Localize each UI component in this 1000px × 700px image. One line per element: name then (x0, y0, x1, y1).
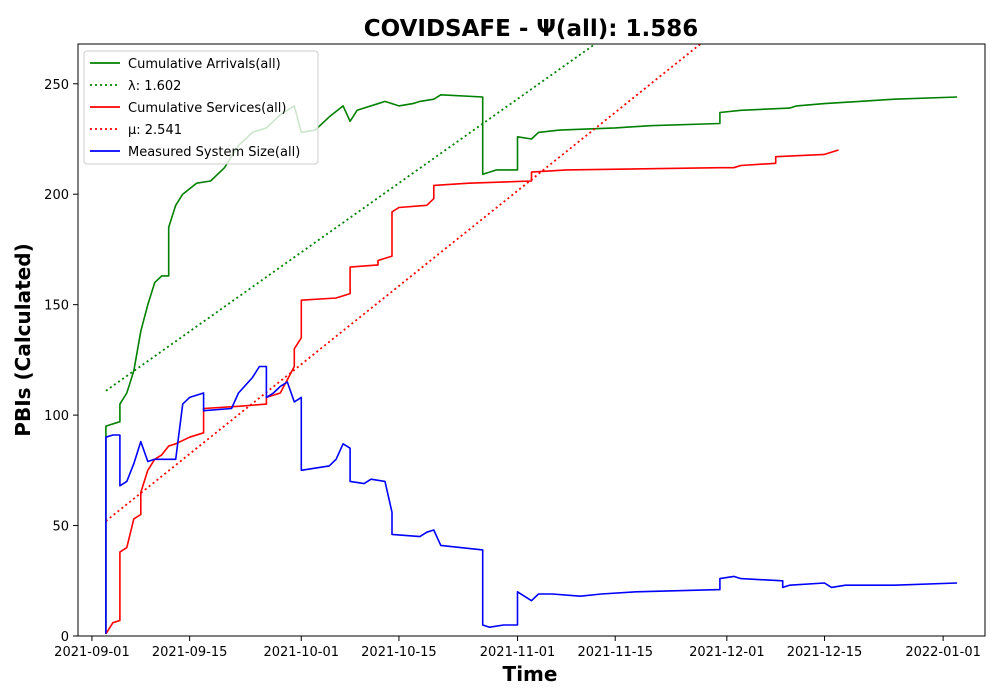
legend-label-0: Cumulative Arrivals(all) (128, 57, 281, 72)
y-tick-label-0: 0 (61, 630, 69, 645)
y-axis-title: PBIs (Calculated) (11, 243, 35, 436)
legend-box (83, 50, 319, 165)
series-line-1 (105, 44, 597, 392)
series-line-0 (105, 94, 958, 634)
y-tick-label-2: 100 (44, 409, 69, 424)
series-line-2 (105, 149, 839, 635)
x-tick-label-8: 2022-01-01 (905, 645, 981, 660)
series-line-4 (105, 365, 958, 634)
y-axis: 0 50 100 150 200 250 (44, 78, 78, 645)
legend-label-3: μ: 2.541 (128, 123, 182, 138)
x-tick-label-1: 2021-09-15 (152, 645, 228, 660)
series-line-3 (105, 44, 702, 522)
plot-area (77, 43, 986, 637)
x-tick-label-6: 2021-12-01 (689, 645, 765, 660)
y-tick-label-4: 200 (44, 188, 69, 203)
legend-label-2: Cumulative Services(all) (128, 101, 286, 116)
plot-frame (77, 43, 986, 637)
legend-label-1: λ: 1.602 (128, 79, 181, 94)
x-tick-label-2: 2021-10-01 (263, 645, 339, 660)
y-tick-label-3: 150 (44, 299, 69, 314)
chart-title: COVIDSAFE - Ψ(all): 1.586 (364, 16, 698, 42)
x-tick-label-3: 2021-10-15 (361, 645, 437, 660)
x-axis: 2021-09-01 2021-09-15 2021-10-01 2021-10-15… (54, 636, 981, 660)
legend: Cumulative Arrivals(all) λ: 1.602 Cumulati… (83, 50, 319, 165)
x-tick-label-0: 2021-09-01 (54, 645, 130, 660)
series-layer (105, 44, 958, 635)
x-tick-label-7: 2021-12-15 (787, 645, 863, 660)
y-tick-label-1: 50 (52, 520, 69, 535)
legend-label-4: Measured System Size(all) (128, 145, 300, 160)
x-tick-label-4: 2021-11-01 (480, 645, 556, 660)
legend-items: Cumulative Arrivals(all) λ: 1.602 Cumulati… (90, 57, 300, 160)
x-axis-title: Time (503, 662, 558, 686)
y-tick-label-5: 250 (44, 78, 69, 93)
x-tick-label-5: 2021-11-15 (577, 645, 653, 660)
